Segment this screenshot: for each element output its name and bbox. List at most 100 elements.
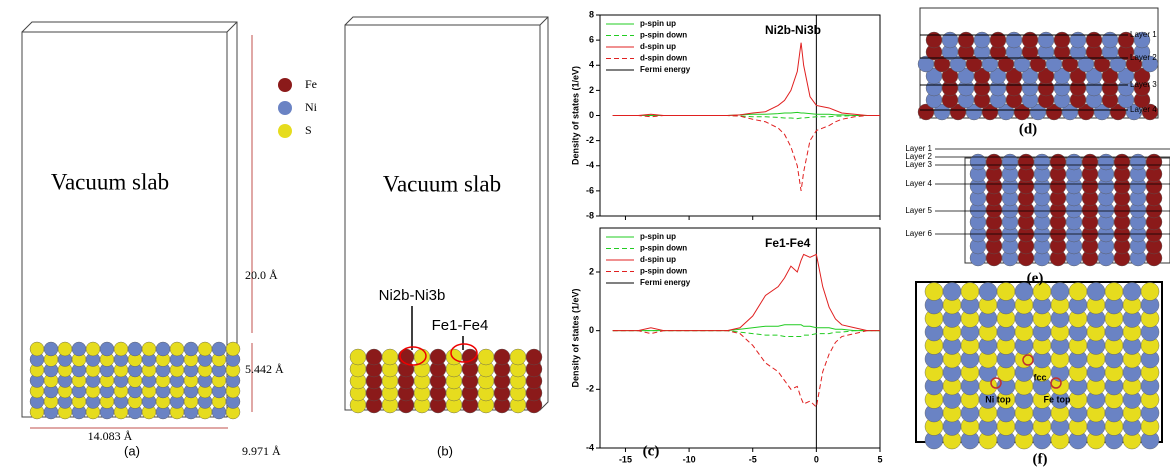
atom bbox=[99, 341, 115, 357]
atom bbox=[1104, 282, 1124, 301]
y-tick-label: 0 bbox=[589, 110, 594, 120]
y-tick-label: -4 bbox=[586, 442, 594, 452]
legend-text: Ni bbox=[305, 100, 318, 114]
atom bbox=[1140, 282, 1160, 301]
atom bbox=[1141, 55, 1159, 73]
legend-atom bbox=[278, 101, 292, 115]
layer-label: Layer 2 bbox=[1130, 53, 1157, 62]
x-tick-label: -15 bbox=[619, 454, 632, 464]
legend-text: Fe bbox=[305, 77, 317, 91]
atom bbox=[1050, 282, 1070, 301]
atom bbox=[1053, 31, 1071, 49]
atom bbox=[1049, 153, 1067, 171]
atom bbox=[960, 282, 980, 301]
y-tick-label: -4 bbox=[586, 160, 594, 170]
legend-atom bbox=[278, 78, 292, 92]
legend-label: d-spin up bbox=[640, 42, 676, 51]
atom bbox=[155, 341, 171, 357]
atom bbox=[225, 341, 241, 357]
atom bbox=[969, 153, 987, 171]
layer-label: Layer 4 bbox=[905, 179, 932, 188]
atom bbox=[1033, 153, 1051, 171]
atom bbox=[445, 348, 463, 366]
atom bbox=[996, 282, 1016, 301]
dos-charts: -8 -6 -4 -2 0 2 4 6 8 Density of states (1/eV) Ni2… bbox=[570, 9, 882, 464]
atom bbox=[1037, 31, 1055, 49]
layer-label: Layer 6 bbox=[905, 229, 932, 238]
atom bbox=[1141, 103, 1159, 121]
dos-line bbox=[612, 253, 880, 332]
y-tick-label: 8 bbox=[589, 9, 594, 19]
atom bbox=[1068, 282, 1088, 301]
dimension: 20.0 Å bbox=[245, 268, 278, 282]
atom bbox=[957, 31, 975, 49]
layer-label: Layer 5 bbox=[905, 206, 932, 215]
legend-label: p-spin up bbox=[640, 232, 676, 241]
x-tick-label: 5 bbox=[877, 454, 882, 464]
atom bbox=[197, 341, 213, 357]
legend-label: p-spin down bbox=[640, 31, 687, 40]
legend-label: d-spin up bbox=[640, 255, 676, 264]
site-label: Fe top bbox=[1044, 394, 1071, 404]
y-axis-label: Density of states (1/eV) bbox=[570, 66, 580, 165]
atom bbox=[1129, 153, 1147, 171]
panel-label: (a) bbox=[124, 443, 140, 458]
atom bbox=[127, 341, 143, 357]
y-tick-label: 2 bbox=[589, 266, 594, 276]
atom bbox=[477, 348, 495, 366]
atom bbox=[29, 341, 45, 357]
atom bbox=[978, 282, 998, 301]
atom bbox=[43, 341, 59, 357]
site-label: Ni top bbox=[985, 394, 1011, 404]
atom bbox=[429, 348, 447, 366]
y-tick-label: 0 bbox=[589, 325, 594, 335]
x-tick-label: -10 bbox=[683, 454, 696, 464]
atom bbox=[1001, 153, 1019, 171]
site-marker bbox=[399, 346, 427, 366]
atom bbox=[924, 282, 944, 301]
atom bbox=[989, 31, 1007, 49]
dimension: 5.442 Å bbox=[245, 362, 284, 376]
site-marker bbox=[990, 377, 1002, 389]
legend-label: Fermi energy bbox=[640, 65, 691, 74]
atom bbox=[925, 31, 943, 49]
site-label: fcc bbox=[1033, 372, 1046, 382]
site-marker bbox=[1022, 354, 1034, 366]
legend-label: Fermi energy bbox=[640, 278, 691, 287]
atom bbox=[349, 348, 367, 366]
atom bbox=[973, 31, 991, 49]
atom bbox=[381, 348, 399, 366]
legend-text: S bbox=[305, 123, 312, 137]
atom bbox=[113, 341, 129, 357]
atom bbox=[1097, 153, 1115, 171]
x-tick-label: -5 bbox=[749, 454, 757, 464]
atom bbox=[493, 348, 511, 366]
atom bbox=[71, 341, 87, 357]
x-tick-label: 0 bbox=[814, 454, 819, 464]
y-tick-label: 6 bbox=[589, 35, 594, 45]
atom bbox=[1005, 31, 1023, 49]
chart-title: Ni2b-Ni3b bbox=[765, 23, 821, 37]
y-axis-label: Density of states (1/eV) bbox=[570, 288, 580, 387]
atom bbox=[1133, 67, 1151, 85]
atom bbox=[1069, 31, 1087, 49]
atom bbox=[1085, 31, 1103, 49]
legend-label: p-spin down bbox=[640, 267, 687, 276]
site-marker bbox=[1050, 377, 1062, 389]
atom bbox=[1081, 153, 1099, 171]
atom bbox=[941, 31, 959, 49]
atom bbox=[1113, 153, 1131, 171]
atom bbox=[509, 348, 527, 366]
site-label: Ni2b-Ni3b bbox=[379, 287, 446, 304]
y-tick-label: 4 bbox=[589, 60, 594, 70]
y-tick-label: -8 bbox=[586, 210, 594, 220]
atom bbox=[1017, 153, 1035, 171]
atom bbox=[1133, 31, 1151, 49]
legend-label: p-spin up bbox=[640, 19, 676, 28]
vacuum-label: Vacuum slab bbox=[51, 169, 169, 194]
atom bbox=[1086, 282, 1106, 301]
atom bbox=[141, 341, 157, 357]
